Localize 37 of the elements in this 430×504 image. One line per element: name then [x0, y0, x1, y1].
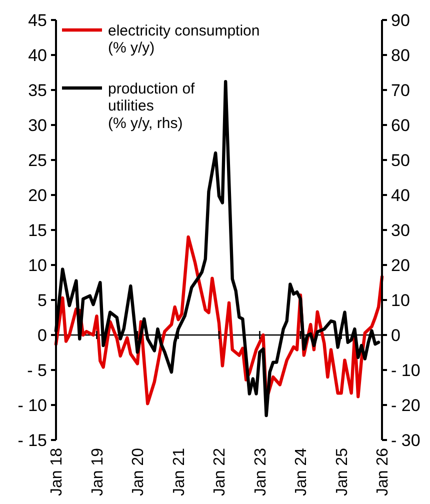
y2-tick-label: 60 — [391, 116, 410, 135]
x-tick-label: Jan 21 — [170, 448, 188, 496]
y-tick-label: - 5 — [27, 360, 47, 380]
y-tick-label: - 10 — [18, 396, 47, 415]
y-tick-label: 40 — [28, 46, 47, 65]
y-tick-label: 25 — [28, 150, 47, 170]
y2-tick-label: - 10 — [391, 360, 420, 380]
x-tick-label: Jan 25 — [334, 448, 351, 496]
y-tick-label: - 15 — [18, 430, 47, 450]
y2-tick-label: - 20 — [391, 396, 420, 415]
x-tick-label: Jan 23 — [252, 448, 270, 496]
y2-tick-label: 10 — [391, 290, 410, 310]
x-tick-label: Jan 24 — [293, 448, 310, 496]
x-tick-label: Jan 26 — [374, 448, 392, 496]
y2-tick-label: 90 — [391, 10, 410, 30]
y-tick-label: 35 — [28, 80, 47, 100]
y2-tick-label: 70 — [391, 80, 410, 100]
x-tick-label: Jan 18 — [48, 448, 66, 496]
y-tick-label: 45 — [28, 10, 47, 30]
x-tick-label: Jan 19 — [89, 448, 106, 496]
y2-tick-label: 80 — [391, 46, 410, 65]
y2-tick-label: 30 — [391, 220, 410, 240]
x-tick-label: Jan 22 — [212, 448, 229, 496]
y-tick-label: 10 — [28, 256, 47, 275]
y2-tick-label: 50 — [391, 150, 410, 170]
y2-tick-label: - 30 — [391, 430, 420, 450]
y2-tick-label: 20 — [391, 256, 410, 275]
legend-label: production of utilities (% y/y, rhs) — [108, 80, 196, 132]
y2-tick-label: 40 — [391, 186, 410, 205]
x-tick-label: Jan 20 — [130, 448, 148, 496]
y2-tick-label: 0 — [391, 326, 400, 345]
legend-label: electricity consumption (% y/y) — [108, 22, 260, 56]
y-tick-label: 30 — [28, 116, 47, 135]
y-tick-label: 15 — [28, 220, 47, 240]
y-tick-label: 5 — [38, 290, 47, 310]
y-tick-label: 20 — [28, 186, 47, 205]
y-tick-label: 0 — [38, 326, 47, 345]
